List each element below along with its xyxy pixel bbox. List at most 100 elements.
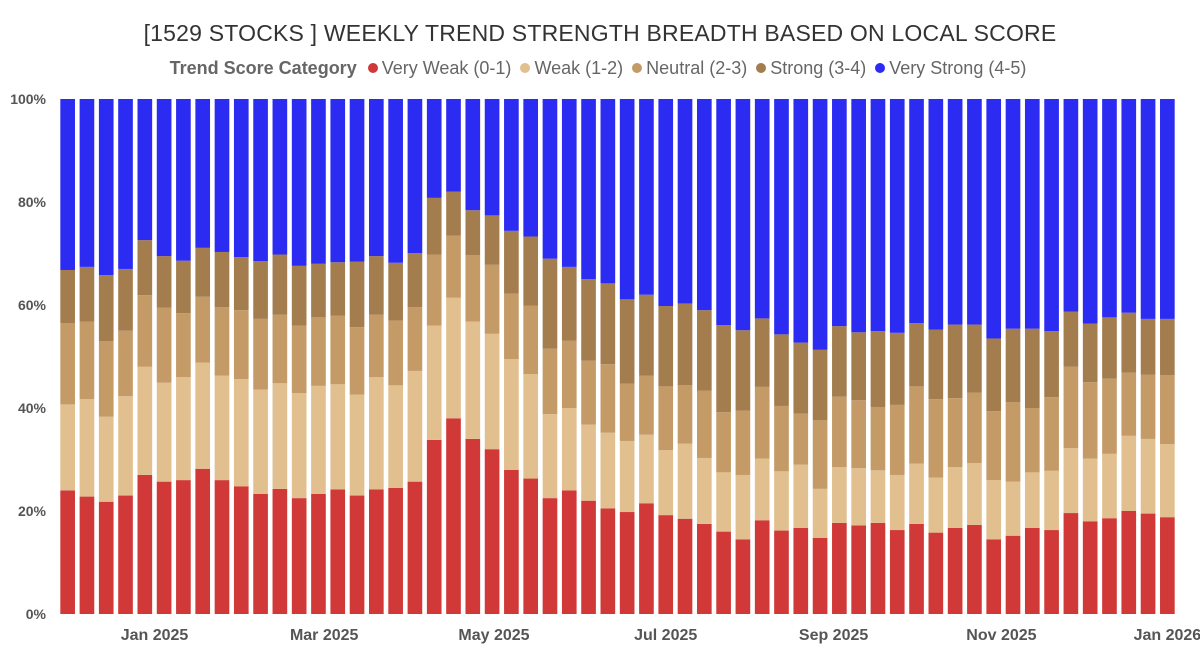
bar-segment-very-strong[interactable]	[369, 99, 384, 257]
bar-segment-neutral[interactable]	[349, 327, 365, 395]
bar-segment-neutral[interactable]	[1140, 374, 1156, 439]
bar-segment-strong[interactable]	[349, 261, 365, 328]
bar-segment-very-strong[interactable]	[754, 99, 770, 319]
bar-segment-strong[interactable]	[118, 268, 133, 331]
bar-segment-neutral[interactable]	[1102, 378, 1117, 454]
bar-segment-strong[interactable]	[1160, 318, 1175, 376]
bar-segment-weak[interactable]	[774, 471, 789, 531]
bar-segment-very-weak[interactable]	[118, 495, 133, 614]
bar-segment-weak[interactable]	[619, 440, 635, 513]
bar-segment-very-weak[interactable]	[1160, 517, 1175, 614]
bar-segment-very-strong[interactable]	[504, 99, 519, 231]
bar-segment-neutral[interactable]	[407, 307, 423, 371]
bar-segment-weak[interactable]	[1082, 458, 1098, 522]
bar-segment-neutral[interactable]	[446, 235, 461, 298]
bar-segment-neutral[interactable]	[1063, 366, 1079, 449]
bar-segment-very-weak[interactable]	[1005, 535, 1021, 614]
bar-segment-neutral[interactable]	[311, 317, 326, 386]
bar-segment-weak[interactable]	[1024, 472, 1040, 528]
bar-segment-strong[interactable]	[504, 230, 519, 294]
bar-segment-weak[interactable]	[639, 434, 654, 504]
bar-segment-neutral[interactable]	[1024, 408, 1040, 473]
bar-segment-very-strong[interactable]	[349, 99, 365, 262]
bar-segment-weak[interactable]	[947, 467, 963, 528]
bar-segment-very-weak[interactable]	[176, 480, 191, 614]
bar-segment-weak[interactable]	[581, 424, 596, 501]
bar-segment-weak[interactable]	[349, 394, 365, 496]
bar-segment-very-weak[interactable]	[214, 480, 230, 614]
bar-segment-strong[interactable]	[1005, 328, 1021, 403]
bar-segment-neutral[interactable]	[156, 307, 172, 383]
bar-segment-neutral[interactable]	[658, 386, 674, 451]
bar-segment-strong[interactable]	[465, 210, 481, 256]
bar-segment-very-strong[interactable]	[793, 99, 809, 343]
bar-segment-strong[interactable]	[291, 265, 307, 326]
bar-segment-weak[interactable]	[98, 416, 114, 502]
bar-segment-very-weak[interactable]	[735, 539, 751, 614]
bar-segment-strong[interactable]	[311, 263, 326, 318]
bar-segment-very-weak[interactable]	[388, 487, 403, 614]
bar-segment-weak[interactable]	[214, 375, 230, 481]
bar-segment-very-strong[interactable]	[118, 99, 133, 269]
bar-segment-weak[interactable]	[1160, 444, 1175, 518]
bar-segment-weak[interactable]	[330, 384, 346, 490]
bar-segment-weak[interactable]	[909, 463, 924, 524]
bar-segment-very-strong[interactable]	[774, 99, 789, 335]
bar-segment-very-strong[interactable]	[1024, 99, 1040, 329]
bar-segment-very-strong[interactable]	[1102, 99, 1117, 318]
bar-segment-very-weak[interactable]	[504, 469, 519, 614]
bar-segment-weak[interactable]	[754, 458, 770, 521]
bar-segment-neutral[interactable]	[176, 313, 191, 378]
bar-segment-neutral[interactable]	[523, 305, 539, 375]
bar-segment-very-strong[interactable]	[176, 99, 191, 261]
bar-segment-neutral[interactable]	[98, 341, 114, 417]
bar-segment-very-weak[interactable]	[947, 528, 963, 614]
bar-segment-strong[interactable]	[388, 262, 403, 321]
bar-segment-very-strong[interactable]	[407, 99, 423, 253]
bar-segment-neutral[interactable]	[619, 383, 635, 441]
bar-segment-weak[interactable]	[870, 470, 886, 523]
bar-segment-strong[interactable]	[407, 252, 423, 308]
bar-segment-strong[interactable]	[233, 257, 249, 311]
bar-segment-neutral[interactable]	[774, 405, 789, 472]
bar-segment-very-strong[interactable]	[619, 99, 635, 300]
bar-segment-neutral[interactable]	[986, 411, 1002, 481]
bar-segment-very-strong[interactable]	[330, 99, 346, 263]
bar-segment-neutral[interactable]	[967, 392, 982, 464]
bar-segment-very-strong[interactable]	[1063, 99, 1079, 312]
bar-segment-very-strong[interactable]	[658, 99, 674, 307]
bar-segment-very-weak[interactable]	[928, 532, 944, 614]
bar-segment-very-strong[interactable]	[542, 99, 558, 259]
bar-segment-very-weak[interactable]	[253, 494, 268, 614]
bar-segment-very-weak[interactable]	[1102, 518, 1117, 614]
bar-segment-strong[interactable]	[947, 324, 963, 399]
bar-segment-strong[interactable]	[523, 236, 539, 306]
bar-segment-weak[interactable]	[156, 382, 172, 482]
bar-segment-weak[interactable]	[426, 325, 442, 440]
bar-segment-very-weak[interactable]	[1024, 528, 1040, 614]
bar-segment-strong[interactable]	[253, 261, 268, 319]
bar-segment-neutral[interactable]	[870, 406, 886, 471]
bar-segment-weak[interactable]	[696, 457, 712, 524]
bar-segment-very-strong[interactable]	[291, 99, 307, 266]
bar-segment-very-strong[interactable]	[851, 99, 866, 333]
bar-segment-very-strong[interactable]	[388, 99, 403, 263]
bar-segment-strong[interactable]	[986, 338, 1002, 412]
bar-segment-neutral[interactable]	[1005, 402, 1021, 482]
bar-segment-strong[interactable]	[909, 323, 924, 387]
bar-segment-very-strong[interactable]	[870, 99, 886, 332]
bar-segment-very-strong[interactable]	[60, 99, 75, 270]
bar-segment-strong[interactable]	[60, 269, 75, 324]
bar-segment-strong[interactable]	[98, 275, 114, 342]
bar-segment-very-strong[interactable]	[426, 99, 442, 198]
bar-segment-very-weak[interactable]	[446, 418, 461, 614]
bar-segment-very-weak[interactable]	[870, 522, 886, 614]
bar-segment-strong[interactable]	[716, 325, 731, 413]
bar-segment-strong[interactable]	[696, 310, 712, 391]
bar-segment-strong[interactable]	[446, 191, 461, 236]
bar-segment-very-weak[interactable]	[1082, 521, 1098, 614]
bar-segment-neutral[interactable]	[388, 320, 403, 386]
bar-segment-very-strong[interactable]	[889, 99, 905, 333]
bar-segment-strong[interactable]	[1102, 317, 1117, 379]
bar-segment-weak[interactable]	[504, 359, 519, 470]
